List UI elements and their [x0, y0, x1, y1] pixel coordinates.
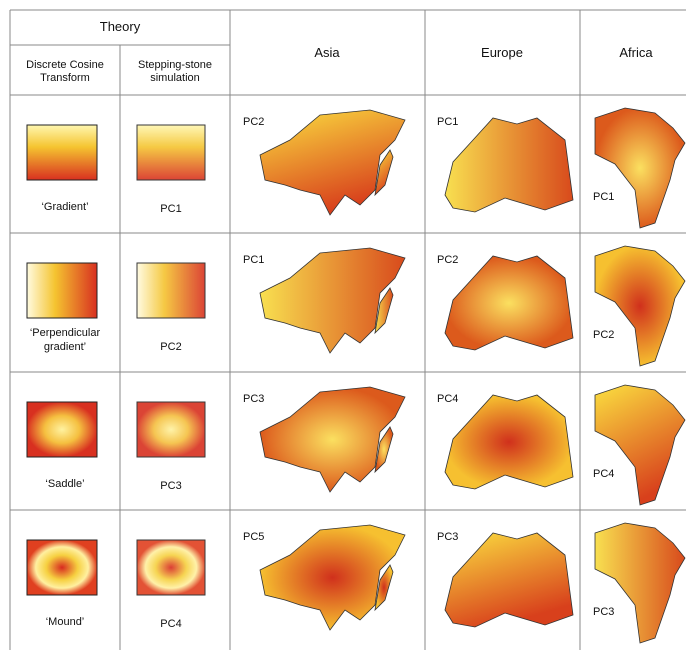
asia-map	[259, 386, 406, 493]
pattern-label: ‘Saddle’	[45, 478, 84, 490]
japan-map	[374, 287, 394, 335]
column-header: Africa	[619, 45, 653, 60]
map-label: PC4	[437, 393, 458, 405]
simulation-pattern	[136, 401, 206, 458]
map-label: PC4	[593, 468, 614, 480]
map-label: PC2	[243, 116, 264, 128]
map-label: PC3	[243, 393, 264, 405]
pattern-label: ‘Mound’	[46, 616, 85, 628]
simulation-label: PC1	[160, 203, 181, 215]
map-label: PC1	[437, 116, 458, 128]
simulation-label: PC2	[160, 341, 181, 353]
simulation-pattern	[136, 539, 206, 596]
africa-map	[594, 107, 686, 229]
europe-map	[444, 394, 574, 490]
africa-map	[594, 522, 686, 644]
simulation-label: PC3	[160, 480, 181, 492]
grid-lines	[9, 9, 686, 650]
column-header: Europe	[481, 45, 523, 60]
dct-pattern	[26, 401, 98, 458]
pattern-label: ‘Gradient’	[41, 201, 88, 213]
theory-header: Theory	[100, 19, 141, 34]
asia-map	[259, 524, 406, 631]
europe-map	[444, 532, 574, 628]
asia-map	[259, 247, 406, 354]
pattern-label: ‘Perpendicular gradient’	[30, 327, 101, 353]
map-label: PC1	[243, 254, 264, 266]
asia-map	[259, 109, 406, 216]
column-header: Stepping-stone simulation	[138, 59, 212, 84]
map-label: PC1	[593, 191, 614, 203]
map-label: PC2	[593, 329, 614, 341]
japan-map	[374, 564, 394, 612]
japan-map	[374, 149, 394, 197]
column-header: Discrete Cosine Transform	[26, 59, 104, 84]
dct-pattern	[26, 539, 98, 596]
map-label: PC3	[593, 606, 614, 618]
simulation-pattern	[136, 262, 206, 319]
simulation-pattern	[136, 124, 206, 181]
europe-map	[444, 255, 574, 351]
japan-map	[374, 426, 394, 474]
simulation-label: PC4	[160, 618, 181, 630]
europe-map	[444, 117, 574, 213]
map-label: PC2	[437, 254, 458, 266]
dct-pattern	[26, 262, 98, 319]
africa-map	[594, 384, 686, 506]
map-label: PC5	[243, 531, 264, 543]
map-label: PC3	[437, 531, 458, 543]
dct-pattern	[26, 124, 98, 181]
column-header: Asia	[314, 45, 340, 60]
africa-map	[594, 245, 686, 367]
